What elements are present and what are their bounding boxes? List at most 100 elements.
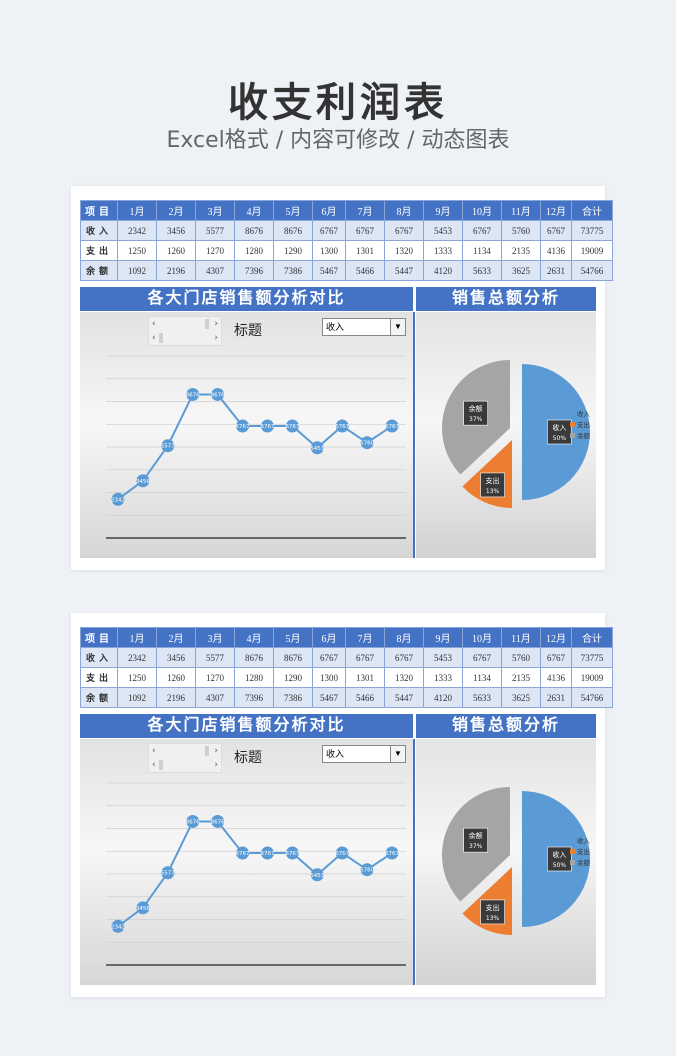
table-cell[interactable]: 7386 bbox=[273, 687, 313, 708]
table-cell[interactable]: 6767 bbox=[384, 647, 424, 668]
table-cell[interactable]: 54766 bbox=[571, 687, 613, 708]
table-cell[interactable]: 19009 bbox=[571, 667, 613, 688]
chevron-down-icon[interactable]: ▼ bbox=[390, 319, 405, 335]
table-cell[interactable]: 1134 bbox=[462, 240, 502, 261]
table-cell[interactable]: 3625 bbox=[501, 260, 541, 281]
table-cell[interactable]: 5467 bbox=[312, 260, 346, 281]
scroll-thumb[interactable] bbox=[205, 319, 209, 329]
table-cell[interactable]: 5466 bbox=[345, 260, 385, 281]
chevron-right-icon[interactable]: › bbox=[214, 333, 218, 343]
data-point[interactable] bbox=[236, 419, 250, 433]
data-point[interactable] bbox=[335, 419, 349, 433]
table-cell[interactable]: 2135 bbox=[501, 667, 541, 688]
table-cell[interactable]: 1300 bbox=[312, 240, 346, 261]
table-cell[interactable]: 54766 bbox=[571, 260, 613, 281]
data-point[interactable] bbox=[211, 814, 225, 828]
table-cell[interactable]: 6767 bbox=[345, 220, 385, 241]
chevron-right-icon[interactable]: › bbox=[214, 319, 218, 329]
table-cell[interactable]: 1301 bbox=[345, 240, 385, 261]
table-cell[interactable]: 8676 bbox=[273, 220, 313, 241]
chevron-right-icon[interactable]: › bbox=[214, 746, 218, 756]
table-cell[interactable]: 4120 bbox=[423, 260, 463, 281]
scrollbar-widget[interactable]: ‹ › ‹ › bbox=[148, 743, 222, 773]
table-cell[interactable]: 1092 bbox=[117, 687, 157, 708]
scroll-thumb[interactable] bbox=[205, 746, 209, 756]
table-cell[interactable]: 5453 bbox=[423, 647, 463, 668]
data-point[interactable] bbox=[285, 846, 299, 860]
table-cell[interactable]: 5633 bbox=[462, 687, 502, 708]
chevron-left-icon[interactable]: ‹ bbox=[152, 760, 156, 770]
chevron-down-icon[interactable]: ▼ bbox=[390, 746, 405, 762]
table-cell[interactable]: 2342 bbox=[117, 647, 157, 668]
table-cell[interactable]: 5577 bbox=[195, 647, 235, 668]
table-cell[interactable]: 5577 bbox=[195, 220, 235, 241]
scroll-thumb[interactable] bbox=[159, 760, 163, 770]
table-cell[interactable]: 6767 bbox=[462, 220, 502, 241]
table-cell[interactable]: 8676 bbox=[234, 220, 274, 241]
table-cell[interactable]: 5760 bbox=[501, 647, 541, 668]
table-cell[interactable]: 5467 bbox=[312, 687, 346, 708]
series-dropdown[interactable]: 收入 ▼ bbox=[322, 318, 406, 336]
table-cell[interactable]: 7386 bbox=[273, 260, 313, 281]
table-cell[interactable]: 19009 bbox=[571, 240, 613, 261]
table-cell[interactable]: 1270 bbox=[195, 667, 235, 688]
table-cell[interactable]: 6767 bbox=[312, 220, 346, 241]
table-cell[interactable]: 4307 bbox=[195, 687, 235, 708]
table-cell[interactable]: 1260 bbox=[156, 240, 196, 261]
data-point[interactable] bbox=[360, 863, 374, 877]
table-cell[interactable]: 1320 bbox=[384, 667, 424, 688]
table-cell[interactable]: 5453 bbox=[423, 220, 463, 241]
table-cell[interactable]: 4120 bbox=[423, 687, 463, 708]
table-cell[interactable]: 1290 bbox=[273, 240, 313, 261]
table-cell[interactable]: 6767 bbox=[384, 220, 424, 241]
data-point[interactable] bbox=[260, 419, 274, 433]
table-cell[interactable]: 5760 bbox=[501, 220, 541, 241]
data-point[interactable] bbox=[310, 868, 324, 882]
table-cell[interactable]: 1333 bbox=[423, 240, 463, 261]
table-cell[interactable]: 4307 bbox=[195, 260, 235, 281]
table-cell[interactable]: 1134 bbox=[462, 667, 502, 688]
table-cell[interactable]: 8676 bbox=[273, 647, 313, 668]
table-cell[interactable]: 7396 bbox=[234, 687, 274, 708]
table-cell[interactable]: 6767 bbox=[540, 647, 572, 668]
table-cell[interactable]: 4136 bbox=[540, 667, 572, 688]
chevron-left-icon[interactable]: ‹ bbox=[152, 333, 156, 343]
table-cell[interactable]: 6767 bbox=[345, 647, 385, 668]
table-cell[interactable]: 2631 bbox=[540, 260, 572, 281]
table-cell[interactable]: 5447 bbox=[384, 260, 424, 281]
table-cell[interactable]: 1092 bbox=[117, 260, 157, 281]
data-point[interactable] bbox=[111, 492, 125, 506]
table-cell[interactable]: 73775 bbox=[571, 647, 613, 668]
table-cell[interactable]: 6767 bbox=[312, 647, 346, 668]
scrollbar-widget[interactable]: ‹ › ‹ › bbox=[148, 316, 222, 346]
table-cell[interactable]: 5447 bbox=[384, 687, 424, 708]
data-point[interactable] bbox=[385, 419, 399, 433]
table-cell[interactable]: 2342 bbox=[117, 220, 157, 241]
data-point[interactable] bbox=[285, 419, 299, 433]
series-dropdown[interactable]: 收入 ▼ bbox=[322, 745, 406, 763]
table-cell[interactable]: 5633 bbox=[462, 260, 502, 281]
table-cell[interactable]: 1250 bbox=[117, 667, 157, 688]
data-point[interactable] bbox=[211, 387, 225, 401]
chevron-right-icon[interactable]: › bbox=[214, 760, 218, 770]
table-cell[interactable]: 1280 bbox=[234, 667, 274, 688]
table-cell[interactable]: 6767 bbox=[540, 220, 572, 241]
chevron-left-icon[interactable]: ‹ bbox=[152, 746, 156, 756]
scroll-thumb[interactable] bbox=[159, 333, 163, 343]
table-cell[interactable]: 6767 bbox=[462, 647, 502, 668]
table-cell[interactable]: 4136 bbox=[540, 240, 572, 261]
table-cell[interactable]: 2196 bbox=[156, 687, 196, 708]
table-cell[interactable]: 2196 bbox=[156, 260, 196, 281]
data-point[interactable] bbox=[360, 436, 374, 450]
table-cell[interactable]: 1333 bbox=[423, 667, 463, 688]
data-point[interactable] bbox=[260, 846, 274, 860]
table-cell[interactable]: 3456 bbox=[156, 220, 196, 241]
data-point[interactable] bbox=[161, 866, 175, 880]
data-point[interactable] bbox=[136, 474, 150, 488]
table-cell[interactable]: 1260 bbox=[156, 667, 196, 688]
data-point[interactable] bbox=[335, 846, 349, 860]
table-cell[interactable]: 1300 bbox=[312, 667, 346, 688]
table-cell[interactable]: 1270 bbox=[195, 240, 235, 261]
table-cell[interactable]: 1290 bbox=[273, 667, 313, 688]
table-cell[interactable]: 7396 bbox=[234, 260, 274, 281]
